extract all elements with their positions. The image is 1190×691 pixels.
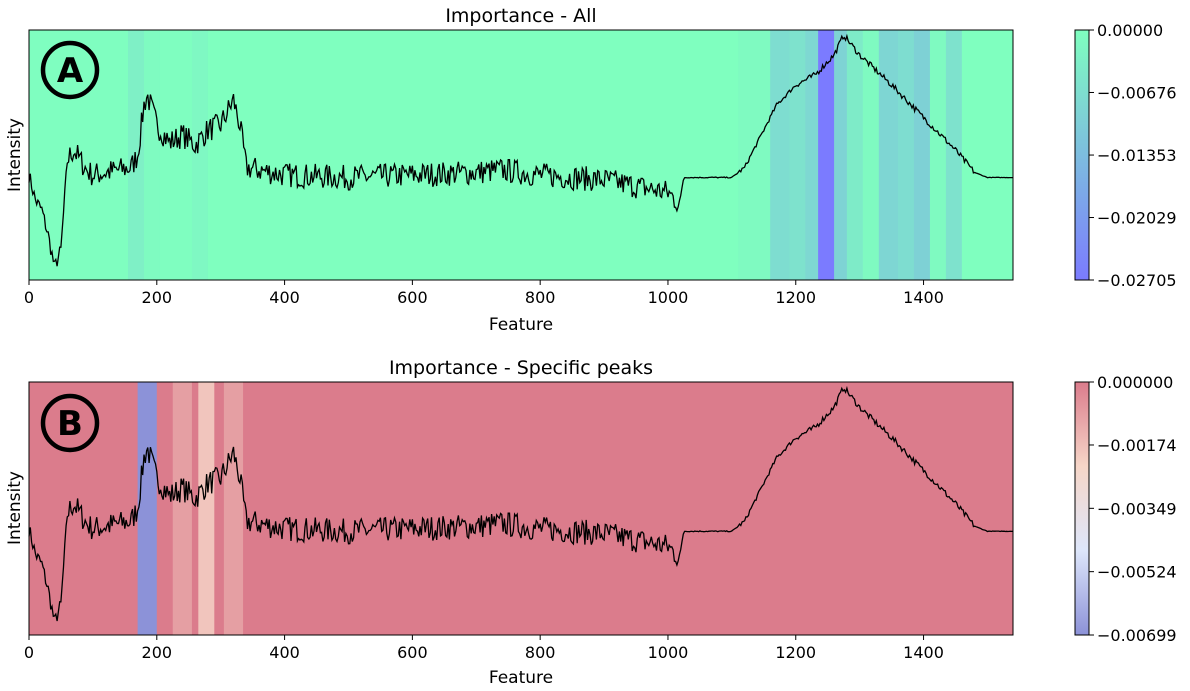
x-tick-label: 600 [397,288,428,307]
x-axis-label: Feature [489,668,553,688]
colorbar-tick-label: −0.00349 [1097,499,1177,518]
x-tick-label: 1000 [648,643,689,662]
importance-band [945,30,963,280]
importance-band [913,30,931,280]
panel-badge: A [40,40,100,100]
x-tick-label: 0 [24,643,34,662]
importance-band [961,30,1014,280]
importance-band [862,30,880,280]
x-axis-label: Feature [489,315,553,335]
colorbar-tick-label: −0.00174 [1097,436,1177,455]
colorbar-tick-label: −0.00699 [1097,626,1177,645]
y-axis-label: Intensity [5,471,25,545]
importance-band [738,30,771,280]
x-axis-ticks: 0 200 400 600 800 1000 1200 1400 [24,635,944,662]
colorbar-tick-label: −0.00524 [1097,563,1177,582]
importance-band [223,382,244,635]
x-tick-label: 800 [525,288,556,307]
y-axis-label: Intensity [5,118,25,192]
x-tick-label: 1000 [648,288,689,307]
x-tick-label: 800 [525,643,556,662]
panel-badge-letter: A [57,51,84,91]
importance-band [144,30,161,280]
x-tick-label: 1400 [903,643,944,662]
importance-band [207,30,739,280]
importance-band [198,382,215,635]
colorbar-ticks: 0.000000 −0.00174 −0.00349 −0.00524 −0.00699 [1089,373,1177,645]
importance-band [789,30,806,280]
panel-b: Importance - Specific peaks 0 200 400 600 80… [5,357,1177,688]
importance-band [156,382,174,635]
panel-a: Importance - All 0 200 400 600 800 1000 1200 14… [5,5,1177,335]
importance-band [243,382,1014,635]
intensity-line [28,33,1013,267]
x-tick-label: 400 [269,288,300,307]
importance-band [897,30,915,280]
chart-title: Importance - All [445,5,596,27]
intensity-line [28,385,1014,622]
importance-band [770,30,790,280]
importance-band [834,30,848,280]
panel-badge-letter: B [57,404,83,444]
x-tick-label: 600 [397,643,428,662]
colorbar-tick-label: 0.000000 [1097,373,1173,392]
chart-title: Importance - Specific peaks [389,357,653,379]
importance-band [214,382,225,635]
colorbar-tick-label: −0.00676 [1097,83,1177,102]
importance-band [878,30,899,280]
importance-band [929,30,947,280]
x-axis-ticks: 0 200 400 600 800 1000 1200 1400 [24,280,944,307]
colorbar-tick-label: 0.00000 [1097,21,1163,40]
colorbar-ticks: 0.00000 −0.00676 −0.01353 −0.02029 −0.02705 [1089,21,1177,290]
importance-band [846,30,864,280]
importance-band [191,382,199,635]
plot-frame [28,29,1014,281]
importance-band [805,30,819,280]
x-tick-label: 200 [142,288,173,307]
importance-band [172,382,193,635]
colorbar-tick-label: −0.02029 [1097,209,1177,228]
importance-bands [29,30,1014,280]
plot-frame [28,381,1014,636]
importance-band [29,382,139,635]
colorbar [1074,29,1090,281]
panel-badge: B [40,393,100,453]
x-tick-label: 1200 [775,643,816,662]
importance-band [818,30,835,280]
x-tick-label: 1400 [903,288,944,307]
x-tick-label: 400 [269,643,300,662]
importance-band [128,30,145,280]
colorbar-tick-label: −0.02705 [1097,271,1177,290]
x-tick-label: 200 [142,643,173,662]
colorbar [1074,381,1090,636]
importance-band [159,30,193,280]
importance-band [137,382,158,635]
x-tick-label: 1200 [775,288,816,307]
importance-bands [29,382,1014,635]
x-tick-label: 0 [24,288,34,307]
colorbar-tick-label: −0.01353 [1097,146,1177,165]
importance-band [191,30,209,280]
